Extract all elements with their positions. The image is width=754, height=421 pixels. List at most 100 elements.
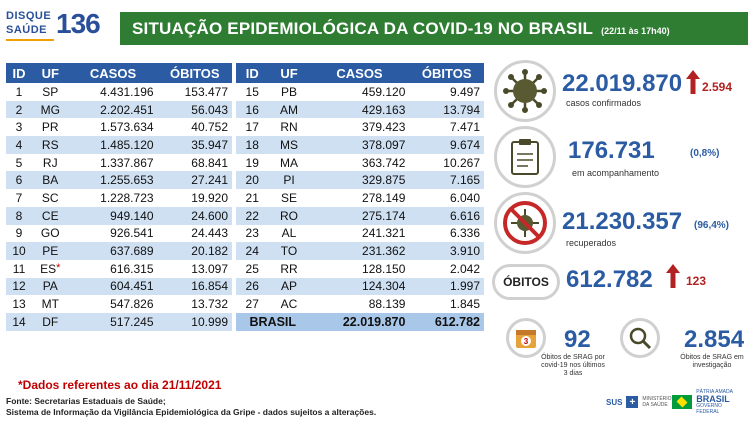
cell-id: 13 (6, 295, 33, 313)
brasil-logo: PÁTRIA AMADA BRASIL GOVERNO FEDERAL (696, 389, 746, 415)
cell-obitos: 9.674 (409, 136, 484, 154)
col-casos: CASOS (68, 63, 158, 83)
srag-invest-label: Óbitos de SRAG em investigação (680, 354, 744, 369)
table-row: 10 PE 637.689 20.182 (6, 242, 232, 260)
footnote: *Dados referentes ao dia 21/11/2021 (18, 378, 222, 392)
cell-id: 5 (6, 153, 33, 172)
brasil-text: BRASIL (696, 394, 730, 404)
clipboard-icon (494, 126, 556, 188)
deaths-tag: ÓBITOS (492, 264, 560, 300)
cell-id: 27 (236, 295, 269, 313)
source-line1: Fonte: Secretarias Estaduais de Saúde; (6, 396, 166, 406)
page-title: SITUAÇÃO EPIDEMIOLÓGICA DA COVID-19 NO B… (132, 18, 594, 38)
no-virus-icon (494, 192, 556, 254)
cell-obitos: 24.600 (157, 206, 232, 225)
cell-obitos: 19.920 (157, 189, 232, 207)
table-row: 4 RS 1.485.120 35.947 (6, 136, 232, 154)
table-row: 2 MG 2.202.451 56.043 (6, 100, 232, 119)
cell-id: 18 (236, 136, 269, 154)
cell-id: 10 (6, 242, 33, 260)
table-row: 11 ES* 616.315 13.097 (6, 259, 232, 278)
cell-obitos: 13.732 (157, 295, 232, 313)
cell-obitos: 10.999 (157, 312, 232, 331)
cell-casos: 429.163 (309, 100, 410, 119)
cell-casos: 926.541 (68, 224, 158, 243)
col-uf: UF (268, 63, 310, 83)
cell-casos: 363.742 (309, 153, 410, 172)
cell-casos: 2.202.451 (68, 100, 158, 119)
table-row: 6 BA 1.255.653 27.241 (6, 171, 232, 190)
cell-id: 2 (6, 100, 33, 119)
cell-id: 11 (6, 259, 33, 278)
cell-casos: 378.097 (309, 136, 410, 154)
cell-uf: MT (32, 295, 69, 313)
up-arrow-icon (686, 70, 700, 94)
col-obitos: ÓBITOS (409, 63, 484, 83)
deaths-delta: 123 (686, 274, 707, 288)
table-row: 5 RJ 1.337.867 68.841 (6, 153, 232, 172)
cell-uf: PB (268, 83, 310, 101)
update-date: (22/11 às 17h40) (601, 25, 670, 36)
deaths-value: 612.782 (566, 266, 653, 293)
cell-obitos: 20.182 (157, 242, 232, 260)
brasil-flag-icon (672, 395, 693, 409)
cell-id: 20 (236, 171, 269, 190)
cell-id: 14 (6, 312, 33, 331)
cell-uf: PE (32, 242, 69, 260)
cell-id: 24 (236, 242, 269, 260)
table-header-row: ID UF CASOS ÓBITOS (236, 63, 484, 83)
disque-saude-logo: DISQUE SAÚDE 136 (6, 8, 110, 42)
cell-uf: AC (268, 295, 310, 313)
cell-uf: ES* (32, 259, 69, 278)
cell-casos: 241.321 (309, 224, 410, 243)
table-row: 24 TO 231.362 3.910 (236, 242, 484, 260)
cell-obitos: 7.165 (409, 171, 484, 190)
cell-uf: DF (32, 312, 69, 331)
srag-deaths-label: Óbitos de SRAG por covid-19 nos últimos … (541, 354, 605, 377)
cell-id: 17 (236, 118, 269, 137)
cell-uf: TO (268, 242, 310, 260)
cell-id: 16 (236, 100, 269, 119)
es-marker: * (56, 261, 61, 274)
cell-obitos: 56.043 (157, 100, 232, 119)
up-arrow-icon (666, 264, 680, 288)
cell-obitos: 153.477 (157, 83, 232, 101)
cell-obitos: 6.336 (409, 224, 484, 243)
logo-line1: DISQUE (6, 10, 52, 22)
col-id: ID (236, 63, 269, 83)
cell-id: 8 (6, 206, 33, 225)
recovered-value: 21.230.357 (562, 208, 683, 235)
cell-obitos: 13.794 (409, 100, 484, 119)
monitoring-pct: (0,8%) (690, 148, 720, 159)
government-logos: SUS + MINISTÉRIO DA SAÚDE PÁTRIA AMADA B… (606, 389, 746, 415)
cell-casos: 1.485.120 (68, 136, 158, 154)
cell-casos: 275.174 (309, 206, 410, 225)
cell-uf: RN (268, 118, 310, 137)
table-body-right: 15 PB 459.120 9.497 16 AM 429.163 13.794 17 RN 379… (236, 83, 484, 331)
table-row: 26 AP 124.304 1.997 (236, 277, 484, 296)
cell-casos: 604.451 (68, 277, 158, 296)
cell-obitos: 40.752 (157, 118, 232, 137)
cell-casos: 637.689 (68, 242, 158, 260)
cell-uf: MA (268, 153, 310, 172)
cell-uf: CE (32, 206, 69, 225)
table-row: 9 GO 926.541 24.443 (6, 224, 232, 243)
total-label: BRASIL (236, 312, 310, 331)
recovered-label: recuperados (566, 238, 617, 248)
confirmed-delta: 2.594 (702, 80, 733, 94)
cell-uf: RJ (32, 153, 69, 172)
cell-casos: 517.245 (68, 312, 158, 331)
confirmed-label: casos confirmados (566, 98, 642, 108)
cell-id: 19 (236, 153, 269, 172)
cell-obitos: 13.097 (157, 259, 232, 278)
table-row: 14 DF 517.245 10.999 (6, 312, 232, 331)
cell-obitos: 16.854 (157, 277, 232, 296)
table-row: 7 SC 1.228.723 19.920 (6, 189, 232, 207)
virus-icon (494, 60, 556, 122)
table-row: 8 CE 949.140 24.600 (6, 206, 232, 225)
total-row: BRASIL 22.019.870 612.782 (236, 312, 484, 331)
cell-id: 25 (236, 259, 269, 278)
cell-obitos: 27.241 (157, 171, 232, 190)
table-row: 17 RN 379.423 7.471 (236, 118, 484, 137)
cell-obitos: 9.497 (409, 83, 484, 101)
